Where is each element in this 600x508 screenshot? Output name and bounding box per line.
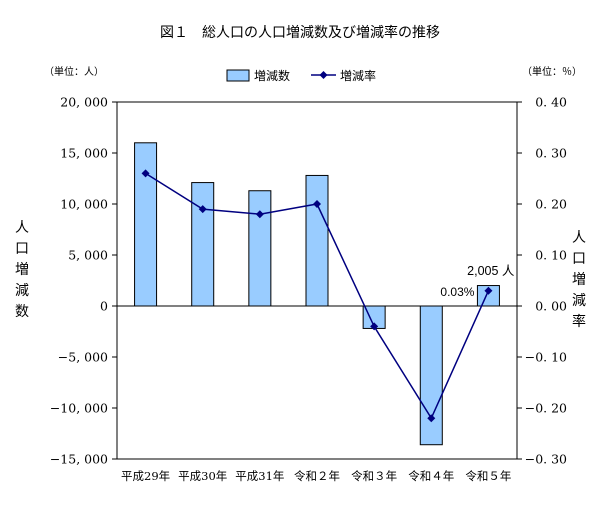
bar-1 [191, 182, 215, 307]
annotations: 2,005 人 0.03% [440, 264, 515, 299]
right-axis-title-char-1: 口 [572, 251, 586, 267]
legend-bar-swatch [226, 69, 250, 82]
left-tick-label: 20, 000 [60, 95, 108, 110]
left-axis-title-char-1: 口 [15, 241, 29, 257]
rate-point-4 [370, 322, 379, 331]
left-axis-unit-label: （単位：人） [44, 65, 104, 78]
rate-point-1 [198, 205, 207, 214]
right-axis: 0. 40 0. 30 0. 20 0. 10 0. 00 −0. 10 −0. 20 −0.… [517, 95, 567, 467]
x-tick-label-0: 平成29年 [121, 469, 170, 483]
legend-label-line: 増減率 [340, 68, 376, 83]
annotation-count: 2,005 人 [467, 264, 515, 278]
left-axis-title: 人口増減数 [15, 220, 29, 320]
legend-label-bar: 増減数 [254, 68, 290, 83]
x-tick-label-4: 令和３年 [351, 469, 397, 483]
x-tick-label-5: 令和４年 [408, 469, 454, 483]
x-tick-label-2: 平成31年 [235, 469, 284, 483]
left-tick-label: −5, 000 [58, 350, 108, 365]
rate-point-0 [141, 169, 150, 178]
annotation-rate: 0.03% [440, 285, 474, 299]
right-tick-label: 0. 10 [535, 248, 567, 263]
legend-line-marker [319, 71, 328, 79]
x-axis: 平成29年 平成30年 平成31年 令和２年 令和３年 令和４年 令和５年 [121, 469, 511, 483]
bar-5 [419, 305, 443, 446]
left-tick-label: −10, 000 [50, 401, 108, 416]
rate-point-5 [427, 414, 436, 423]
left-tick-label: 10, 000 [60, 197, 108, 212]
left-tick-label: 0 [100, 299, 108, 314]
left-axis-title-char-3: 減 [15, 282, 29, 299]
right-axis-title-char-3: 減 [572, 292, 586, 309]
rate-point-3 [313, 200, 321, 208]
left-axis-title-char-4: 数 [15, 304, 29, 320]
line-series [141, 169, 493, 423]
left-axis-title-char-0: 人 [15, 220, 29, 236]
right-axis-unit-label: （単位：％） [522, 65, 582, 78]
rate-point-2 [255, 210, 264, 219]
plot-area [116, 101, 518, 460]
left-tick-label: 5, 000 [68, 248, 108, 263]
chart-legend: 増減数 増減率 [226, 68, 376, 83]
bar-2 [248, 190, 272, 307]
left-tick-label: 15, 000 [60, 146, 108, 161]
right-tick-label: −0. 10 [525, 350, 567, 365]
left-axis-title-char-2: 増 [15, 262, 29, 278]
right-axis-title-char-0: 人 [572, 230, 586, 246]
bar-series [134, 142, 500, 446]
left-axis: 20, 000 15, 000 10, 000 5, 000 0 −5, 000 −10, … [50, 95, 117, 467]
right-tick-label: −0. 30 [525, 452, 567, 467]
left-tick-label: −15, 000 [50, 452, 108, 467]
right-axis-title-char-2: 増 [572, 272, 586, 288]
x-tick-label-6: 令和５年 [465, 469, 511, 483]
right-tick-label: 0. 40 [535, 95, 567, 110]
x-tick-label-3: 令和２年 [294, 469, 340, 483]
bar-0 [134, 142, 158, 307]
x-tick-label-1: 平成30年 [178, 469, 227, 483]
chart-title: 図１ 総人口の人口増減数及び増減率の推移 [160, 24, 440, 41]
right-tick-label: 0. 20 [535, 197, 567, 212]
right-tick-label: 0. 30 [535, 146, 567, 161]
bar-3 [305, 174, 329, 307]
rate-point-6 [484, 286, 493, 295]
right-axis-title-char-4: 率 [572, 313, 586, 330]
right-tick-label: 0. 00 [535, 299, 567, 314]
right-tick-label: −0. 20 [525, 401, 567, 416]
